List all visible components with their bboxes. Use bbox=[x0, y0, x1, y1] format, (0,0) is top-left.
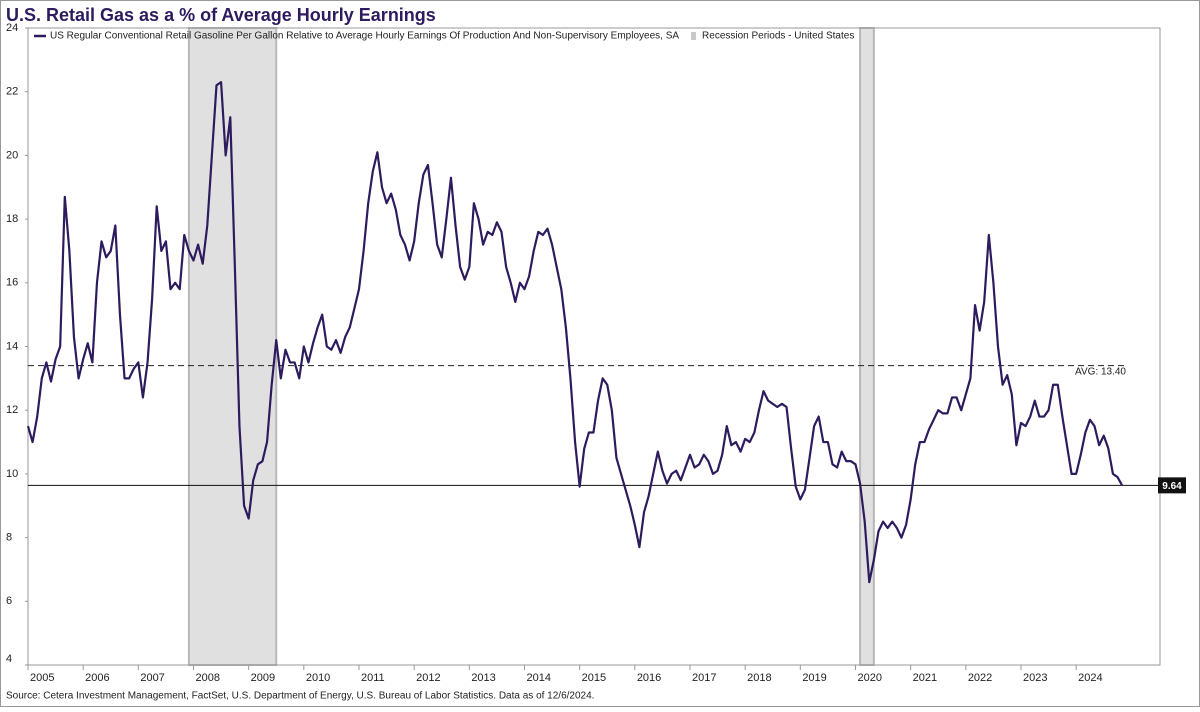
y-tick-label: 20 bbox=[6, 149, 18, 161]
legend-swatch bbox=[691, 32, 697, 40]
series-line bbox=[26, 81, 1124, 584]
chart-title: U.S. Retail Gas as a % of Average Hourly… bbox=[6, 5, 436, 25]
x-tick-label: 2015 bbox=[582, 672, 606, 684]
x-tick-label: 2014 bbox=[526, 672, 550, 684]
x-tick-label: 2023 bbox=[1023, 672, 1047, 684]
current-label: 9.64 bbox=[1162, 481, 1182, 492]
y-tick-label: 8 bbox=[6, 532, 12, 544]
x-tick-label: 2012 bbox=[416, 672, 440, 684]
x-tick-label: 2022 bbox=[968, 672, 992, 684]
x-tick-label: 2011 bbox=[361, 672, 385, 684]
x-tick-label: 2024 bbox=[1078, 672, 1102, 684]
legend-label: US Regular Conventional Retail Gasoline … bbox=[50, 31, 679, 42]
x-tick-label: 2005 bbox=[30, 672, 54, 684]
y-tick-label: 4 bbox=[6, 653, 12, 665]
legend-label: Recession Periods - United States bbox=[702, 31, 854, 42]
x-tick-label: 2013 bbox=[471, 672, 495, 684]
average-label: AVG: 13.40 bbox=[1075, 366, 1126, 377]
current-label-box bbox=[1158, 477, 1186, 494]
x-tick-label: 2018 bbox=[747, 672, 771, 684]
x-tick-label: 2017 bbox=[692, 672, 716, 684]
y-tick-label: 14 bbox=[6, 340, 18, 352]
x-tick-label: 2016 bbox=[637, 672, 661, 684]
source-note: Source: Cetera Investment Management, Fa… bbox=[6, 691, 594, 702]
y-tick-label: 10 bbox=[6, 468, 18, 480]
y-tick-label: 18 bbox=[6, 213, 18, 225]
x-tick-label: 2006 bbox=[85, 672, 109, 684]
x-tick-label: 2021 bbox=[913, 672, 937, 684]
x-tick-label: 2009 bbox=[251, 672, 275, 684]
y-tick-label: 6 bbox=[6, 595, 12, 607]
y-tick-label: 24 bbox=[6, 22, 18, 34]
recession-band bbox=[187, 27, 278, 666]
x-tick-label: 2010 bbox=[306, 672, 330, 684]
x-tick-label: 2007 bbox=[140, 672, 164, 684]
y-tick-label: 12 bbox=[6, 404, 18, 416]
x-tick-label: 2008 bbox=[195, 672, 219, 684]
x-tick-label: 2019 bbox=[802, 672, 826, 684]
y-tick-label: 22 bbox=[6, 86, 18, 98]
x-tick-label: 2020 bbox=[857, 672, 881, 684]
y-tick-label: 16 bbox=[6, 277, 18, 289]
